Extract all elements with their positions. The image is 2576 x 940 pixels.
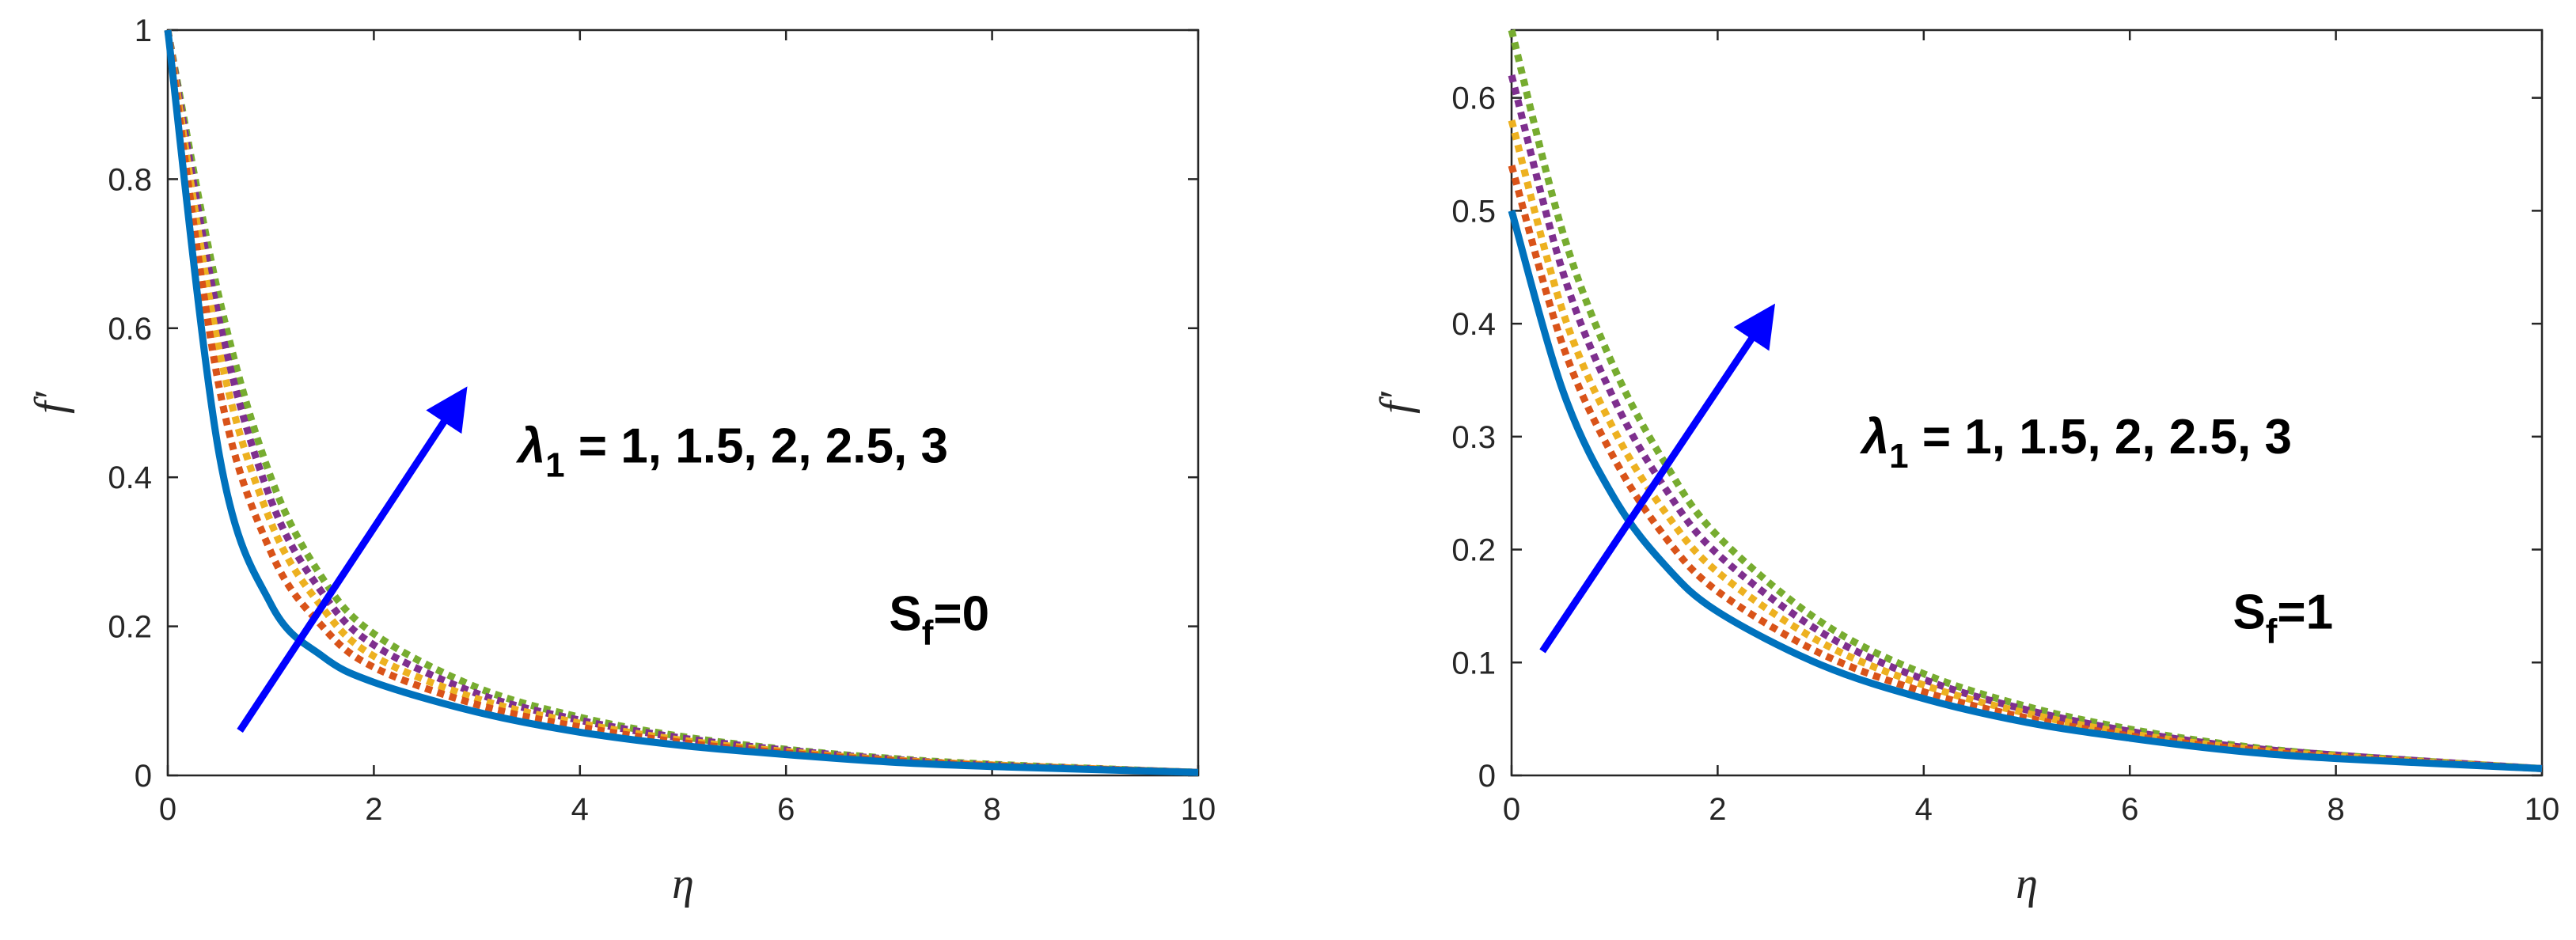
series-line	[164, 29, 1199, 776]
x-tick-label: 10	[1181, 792, 1216, 827]
lambda-values: = 1, 1.5, 2, 2.5, 3	[1909, 410, 2292, 464]
x-tick-label: 4	[1915, 792, 1933, 827]
x-tick-label: 4	[571, 792, 589, 827]
x-tick-label: 0	[159, 792, 176, 827]
y-axis-label: f′	[26, 391, 75, 414]
lambda-subscript: 1	[1889, 437, 1908, 476]
plot-area-frame	[166, 28, 1200, 777]
x-tick-label: 6	[777, 792, 795, 827]
lambda-values: = 1, 1.5, 2, 2.5, 3	[565, 419, 948, 473]
y-tick-label: 0	[135, 759, 152, 794]
lambda-symbol: λ	[1860, 410, 1889, 464]
x-axis-label: η	[2016, 859, 2038, 908]
plot-area-frame	[1510, 28, 2544, 777]
x-tick-label: 8	[2327, 792, 2344, 827]
x-tick-label: 10	[2525, 792, 2560, 827]
y-tick-label: 0.2	[1451, 533, 1496, 568]
y-tick-label: 0.4	[108, 461, 152, 495]
plot-lines	[164, 29, 1199, 776]
y-tick-label: 0.5	[1451, 194, 1496, 229]
x-tick-label: 8	[983, 792, 1000, 827]
x-tick-label: 6	[2121, 792, 2138, 827]
sf-value: =0	[933, 586, 989, 641]
sf-symbol: S	[889, 586, 921, 641]
y-tick-label: 0.6	[108, 312, 152, 347]
y-tick-label: 0.6	[1451, 81, 1496, 116]
x-tick-label: 2	[365, 792, 382, 827]
lambda-symbol: λ	[516, 419, 545, 473]
sf-value: =1	[2277, 585, 2333, 639]
series-line	[1508, 210, 2543, 772]
x-tick-labels: 0 2 4 6 8 10	[159, 30, 1216, 827]
x-tick-label: 2	[1709, 792, 1726, 827]
chart-panel-left: 0 2 4 6 8 10 00.20.40.60.81 η f′ λ1 = 1, 1.5,…	[26, 13, 1216, 908]
y-tick-label: 0.1	[1451, 646, 1496, 680]
sf-annotation: Sf=0	[889, 586, 989, 652]
x-tick-label: 0	[1503, 792, 1520, 827]
y-tick-label: 0	[1478, 759, 1496, 794]
sf-subscript: f	[922, 613, 934, 652]
plot-lines	[1508, 28, 2543, 772]
sf-annotation: Sf=1	[2233, 585, 2333, 650]
sf-symbol: S	[2233, 585, 2265, 639]
y-tick-labels: 0 0.2 0.4 0.6 0.8 1	[108, 13, 1198, 794]
y-axis-label: f′	[1371, 391, 1421, 414]
y-tick-label: 0.3	[1451, 420, 1496, 455]
series-line	[164, 29, 1199, 776]
trend-arrow	[1539, 303, 1776, 654]
sf-subscript: f	[2266, 612, 2278, 650]
lambda-subscript: 1	[545, 445, 564, 484]
x-tick-labels: 0 2 4 6 8 10	[1503, 30, 2559, 827]
x-axis-label: η	[672, 859, 694, 908]
trend-arrow	[237, 386, 468, 733]
lambda-annotation: λ1 = 1, 1.5, 2, 2.5, 3	[516, 419, 948, 484]
chart-panel-right: 0 2 4 6 8 10 0 0.1 0.2 0.3 0.4 0.5 0.6 η f′ λ1 = 1,…	[1371, 28, 2559, 908]
y-tick-label: 0.2	[108, 610, 152, 645]
y-tick-label: 0.8	[108, 162, 152, 197]
lambda-annotation: λ1 = 1, 1.5, 2, 2.5, 3	[1860, 410, 2292, 476]
y-tick-label: 0.4	[1451, 307, 1496, 342]
series-line	[164, 29, 1199, 776]
y-tick-label: 1	[135, 13, 152, 48]
